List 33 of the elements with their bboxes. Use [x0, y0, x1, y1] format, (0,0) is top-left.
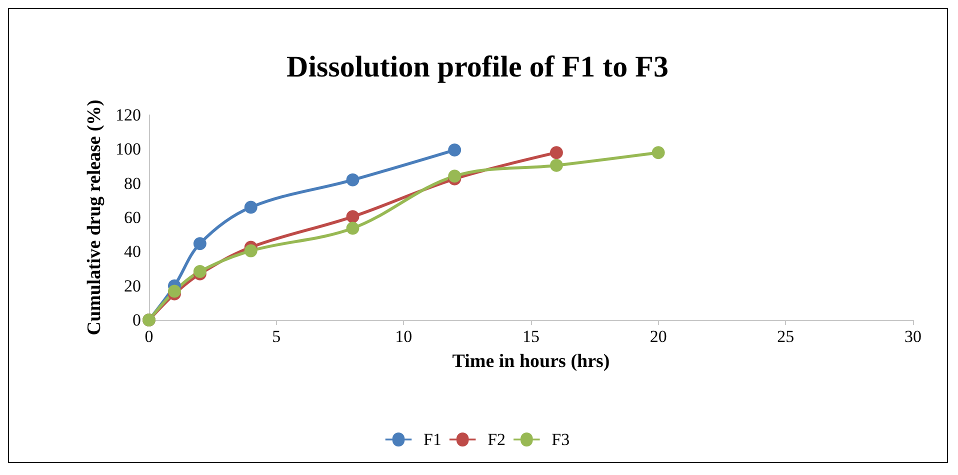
point: [652, 146, 665, 160]
x-tick-label: 10: [395, 327, 412, 346]
legend-label: F1: [424, 430, 442, 449]
x-tick-label: 0: [144, 327, 154, 346]
x-axis-title: Time in hours (hrs): [452, 351, 610, 372]
point: [550, 146, 563, 160]
point: [244, 200, 258, 214]
y-tick-label: 20: [124, 276, 141, 296]
point: [244, 244, 258, 258]
y-tick-label: 0: [132, 310, 141, 330]
point: [550, 158, 563, 172]
point: [346, 173, 360, 186]
chart-title: Dissolution profile of F1 to F3: [286, 50, 668, 84]
x-tick-label: 25: [777, 327, 794, 346]
y-tick-label: 100: [116, 140, 141, 159]
x-tick-label: 20: [650, 327, 667, 346]
point: [448, 144, 462, 157]
point: [168, 284, 181, 298]
x-tick-label: 15: [522, 327, 540, 346]
y-axis-title: Cumulative drug release (%): [84, 100, 105, 336]
y-tick-label: 120: [116, 106, 141, 124]
point: [193, 237, 206, 250]
point: [346, 210, 360, 224]
legend-label: F2: [488, 430, 506, 449]
x-tick-label: 30: [904, 327, 922, 346]
point: [193, 264, 206, 278]
y-tick-label: 80: [124, 174, 141, 193]
x-tick-label: 5: [272, 327, 281, 346]
y-tick-label: 60: [124, 208, 141, 227]
point: [448, 170, 462, 183]
point: [346, 222, 360, 235]
legend-label: F3: [552, 430, 570, 449]
y-tick-label: 40: [124, 242, 141, 262]
